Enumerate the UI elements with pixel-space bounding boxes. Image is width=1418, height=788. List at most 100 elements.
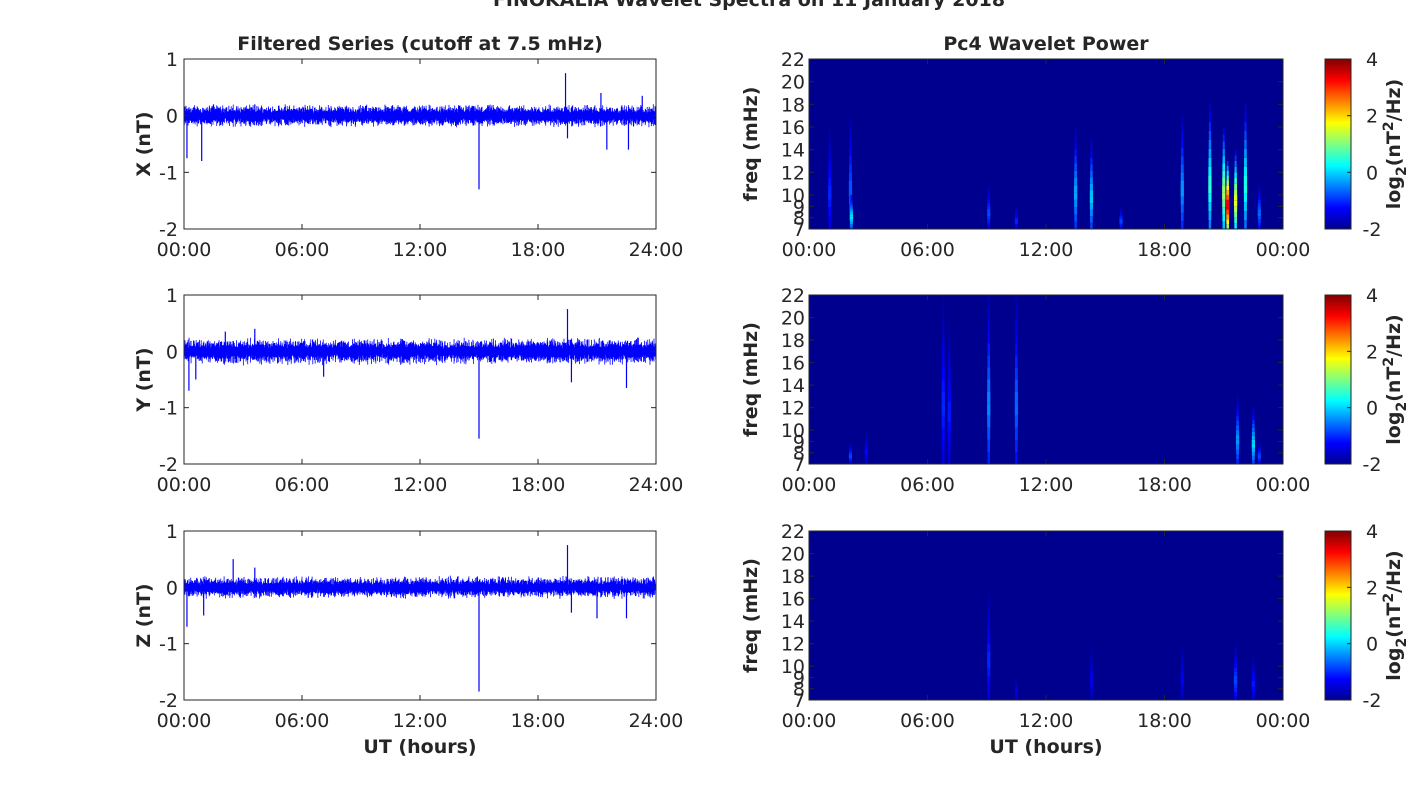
- wavelet-power-streak: [828, 148, 831, 157]
- x-tick-label: 12:00: [1019, 474, 1074, 496]
- colorbar-frame: [1324, 294, 1352, 465]
- wavelet-power-streak: [1014, 691, 1019, 694]
- wavelet-power-streak: [1090, 144, 1093, 152]
- wavelet-power-streak: [849, 156, 852, 165]
- wavelet-power-streak: [1251, 677, 1255, 681]
- wavelet-power-streak: [828, 163, 832, 171]
- wavelet-power-streak: [1120, 207, 1122, 210]
- wavelet-power-streak: [1090, 170, 1093, 178]
- wavelet-power-streak: [1226, 224, 1229, 229]
- wavelet-power-streak: [1090, 164, 1093, 171]
- wavelet-power-streak: [1181, 651, 1184, 656]
- wavelet-power-streak: [1181, 139, 1184, 149]
- wavelet-power-streak: [942, 295, 945, 308]
- colorbar-label: log2(nT2/Hz): [1381, 314, 1410, 444]
- wavelet-power-streak: [1222, 170, 1226, 178]
- wavelet-power-streak: [987, 222, 991, 226]
- wavelet-power-streak: [1015, 225, 1018, 228]
- wavelet-power-streak: [987, 219, 991, 223]
- wavelet-power-streak: [1257, 219, 1261, 223]
- wavelet-power-streak: [987, 203, 991, 207]
- y-tick-label: -2: [159, 454, 178, 476]
- x-axis-label: UT (hours): [989, 736, 1102, 758]
- wavelet-power-streak: [1226, 185, 1230, 191]
- wavelet-power-streak: [947, 369, 951, 381]
- wavelet-power-streak: [1180, 675, 1184, 680]
- wavelet-power-streak: [1014, 217, 1018, 220]
- x-tick-label: 06:00: [900, 239, 955, 261]
- wavelet-power-streak: [1119, 219, 1123, 221]
- colorbar-tick-label: 0: [1366, 634, 1378, 656]
- x-tick-label: 00:00: [782, 239, 837, 261]
- wavelet-power-streak: [987, 675, 991, 684]
- wavelet-power-streak: [1119, 211, 1123, 213]
- wavelet-power-streak: [1258, 183, 1261, 187]
- wavelet-power-streak: [1014, 693, 1018, 696]
- plot-area: [184, 295, 656, 464]
- wavelet-power-streak: [947, 411, 951, 423]
- wavelet-power-streak: [941, 415, 945, 428]
- wavelet-power-streak: [849, 451, 852, 453]
- wavelet-power-streak: [987, 627, 991, 636]
- wavelet-power-streak: [1233, 675, 1238, 680]
- wavelet-power-streak: [849, 214, 854, 217]
- wavelet-power-streak: [1258, 196, 1261, 200]
- wavelet-power-streak: [1236, 454, 1239, 460]
- wavelet-power-streak: [987, 319, 990, 332]
- wavelet-power-streak: [1015, 331, 1018, 344]
- wavelet-power-streak: [1251, 435, 1255, 440]
- colorbar-tick-label: 2: [1366, 341, 1378, 363]
- wavelet-power-streak: [864, 451, 868, 455]
- wavelet-power-streak: [1234, 149, 1237, 156]
- wavelet-power-streak: [1258, 444, 1261, 447]
- colorbar-gradient: [1325, 531, 1351, 700]
- wavelet-power-streak: [987, 611, 990, 620]
- wavelet-power-streak: [1234, 687, 1238, 692]
- x-tick-label: 18:00: [511, 239, 566, 261]
- wavelet-power-streak: [1015, 680, 1018, 683]
- wavelet-power-streak: [1180, 172, 1184, 181]
- wavelet-power-streak: [948, 317, 951, 328]
- wavelet-power-streak: [849, 443, 852, 445]
- wavelet-power-streak: [848, 188, 853, 197]
- wavelet-power-streak: [1208, 122, 1211, 132]
- wavelet-power-streak: [987, 307, 990, 320]
- colorbar-tick-label: -2: [1363, 690, 1382, 712]
- wavelet-power-streak: [987, 367, 991, 380]
- colorbar: 4 2 0 -2 log2(nT2/Hz): [1324, 49, 1410, 241]
- wavelet-power-streak: [1234, 643, 1237, 648]
- wavelet-power-streak: [1090, 157, 1093, 165]
- wavelet-power-streak: [987, 193, 990, 197]
- wavelet-power-streak: [987, 190, 990, 194]
- y-tick-label: 9: [793, 431, 805, 453]
- wavelet-power-streak: [1257, 451, 1261, 453]
- wavelet-power-streak: [1181, 643, 1184, 648]
- heatmap-field: [809, 59, 1283, 229]
- x-tick-label: 24:00: [629, 474, 684, 496]
- wavelet-power-streak: [947, 390, 951, 402]
- wavelet-power-streak: [1252, 667, 1255, 672]
- wavelet-power-streak: [1226, 161, 1229, 166]
- y-tick-label: 12: [781, 634, 805, 656]
- wavelet-power-streak: [1015, 319, 1018, 332]
- wavelet-power-streak: [1180, 204, 1184, 213]
- wavelet-power-streak: [941, 355, 945, 368]
- wavelet-power-streak: [1015, 451, 1018, 464]
- wavelet-power-streak: [1236, 444, 1240, 450]
- wavelet-power-streak: [987, 427, 991, 440]
- wavelet-power-streak: [1243, 166, 1247, 176]
- wavelet-power-streak: [1119, 225, 1123, 228]
- wavelet-power-streak: [1226, 175, 1229, 181]
- wavelet-power-streak: [1180, 679, 1184, 684]
- heatmap-field: [809, 531, 1283, 700]
- colorbar-tick-label: 4: [1366, 521, 1378, 543]
- y-axis-label: freq (mHz): [740, 87, 762, 202]
- x-tick-label: 18:00: [511, 710, 566, 732]
- y-tick-label: -2: [159, 690, 178, 712]
- wavelet-power-streak: [1180, 212, 1184, 221]
- wavelet-power-streak: [1208, 175, 1212, 185]
- y-tick-label: 0: [166, 106, 178, 128]
- colorbar-gradient: [1325, 59, 1351, 229]
- x-tick-label: 06:00: [900, 710, 955, 732]
- wavelet-power-streak: [828, 178, 832, 186]
